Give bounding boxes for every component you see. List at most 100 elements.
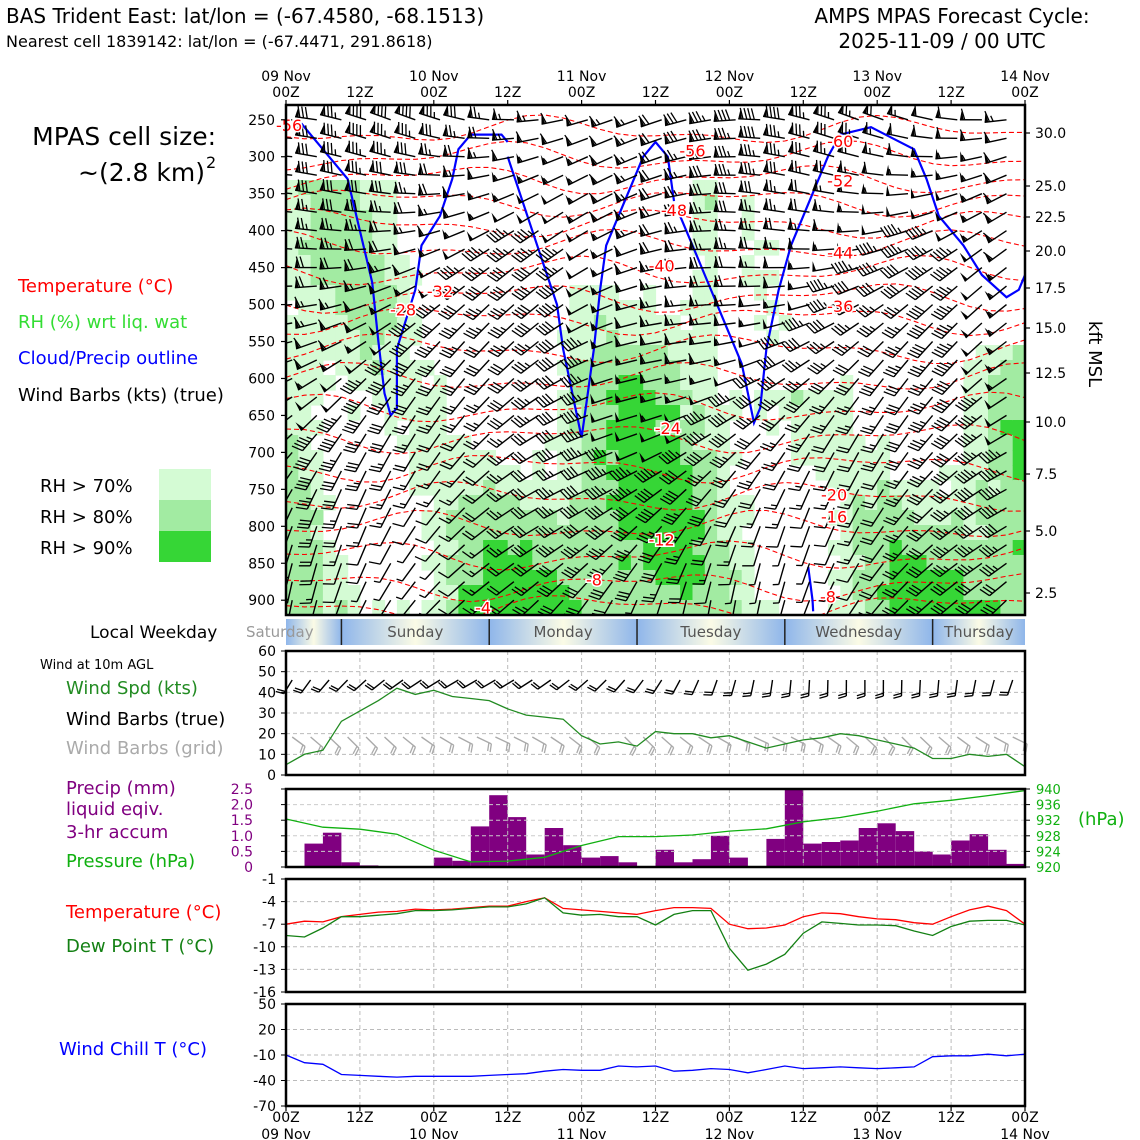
upper-wind-barb (322, 581, 343, 604)
rh-cell (495, 555, 509, 571)
cloud-outline-segment (807, 566, 815, 612)
rh-cell (569, 525, 583, 541)
windchill-ytick: 20 (258, 1023, 276, 1039)
temperature-label: -36 (827, 297, 853, 316)
rh-cell (1012, 360, 1025, 376)
rh-cell (877, 450, 891, 466)
upper-wind-barb (342, 321, 367, 334)
rh-cell (322, 600, 336, 615)
upper-wind-barb (590, 338, 613, 350)
true-wind-barb (742, 679, 755, 698)
rh-cell (372, 210, 386, 226)
upper-wind-barb (419, 562, 441, 581)
rh-cell (864, 585, 878, 601)
bottom-date-label: 14 Nov (1000, 1127, 1050, 1140)
rh-cell (988, 420, 1001, 436)
height-tick: 7.5 (1035, 467, 1057, 483)
rh-cell (988, 480, 1001, 496)
rh-cell (667, 390, 681, 406)
upper-wind-barb (565, 248, 589, 262)
rh-cell (1000, 600, 1014, 615)
bottom-date-label: 09 Nov (261, 1127, 311, 1140)
upper-wind-barb (487, 322, 515, 339)
upper-wind-barb (535, 562, 564, 578)
rh-cell (951, 540, 964, 556)
rh-cell (581, 345, 595, 361)
rh-cell (630, 495, 644, 511)
rh-cell (606, 585, 620, 601)
rh-cell (667, 585, 681, 601)
upper-wind-barb (590, 320, 613, 332)
upper-wind-barb (559, 391, 589, 406)
rh-cell (433, 465, 447, 481)
upper-wind-barb (487, 304, 515, 320)
upper-wind-barb (294, 105, 317, 121)
rh-cell (569, 585, 583, 601)
rh-cell (778, 390, 792, 406)
temperature-contours (286, 114, 1025, 615)
rh-cell (692, 225, 706, 241)
upper-wind-barb (322, 563, 343, 585)
rh-cell (310, 585, 324, 601)
upper-wind-barb (535, 266, 564, 281)
rh-cell (643, 390, 657, 406)
precip-bar (489, 795, 508, 867)
rh-cell (1012, 405, 1025, 421)
rh-cell (606, 570, 620, 586)
upper-wind-barb (535, 357, 564, 372)
rh-cell (901, 570, 915, 586)
rh-cell (286, 435, 299, 451)
upper-wind-barb (392, 433, 416, 454)
rh-cell (988, 390, 1001, 406)
rh-cell (1000, 435, 1014, 451)
rh-cell (704, 390, 718, 406)
wind-ytick: 30 (258, 706, 276, 722)
rh-cell (827, 405, 841, 421)
upper-wind-barb (559, 466, 589, 481)
temperature-contour (286, 164, 1025, 195)
rh-cell (396, 390, 410, 406)
rh-cell (557, 510, 570, 526)
top-date-label: 12 Nov (705, 69, 755, 85)
upper-wind-barb (318, 298, 342, 311)
upper-wind-barb (294, 198, 317, 213)
upper-wind-barb (344, 359, 367, 375)
rh-cell (1012, 450, 1025, 466)
rh-cell (520, 480, 533, 496)
pressure-tick: 750 (248, 482, 275, 498)
rh-cell (864, 510, 878, 526)
rh-cell (988, 405, 1001, 421)
upper-wind-barb (585, 525, 613, 541)
rh-cell (532, 465, 546, 481)
upper-wind-barb (540, 211, 564, 225)
rh-cell (335, 270, 349, 286)
upper-wind-barb (368, 220, 391, 233)
rh-cell (298, 540, 312, 556)
rh-cell (1012, 375, 1025, 391)
rh-cell (359, 345, 373, 361)
rh-cell (322, 195, 336, 211)
rh-cell (717, 510, 730, 526)
rh-cell (606, 540, 620, 556)
upper-wind-barb (388, 322, 416, 338)
upper-wind-barb (534, 448, 564, 463)
rh-cell (286, 480, 299, 496)
upper-wind-barb (589, 266, 613, 278)
rh-cell (692, 285, 706, 301)
upper-wind-barb (350, 581, 367, 603)
rh-cell (310, 540, 324, 556)
upper-wind-barb (559, 373, 589, 388)
upper-wind-barb (293, 337, 318, 350)
bottom-date-label: 12 Nov (705, 1127, 755, 1140)
rh-cell (1000, 450, 1014, 466)
upper-wind-barb (516, 110, 539, 123)
upper-wind-barb (392, 525, 416, 546)
rh-cell (286, 240, 299, 256)
rh-cell (458, 555, 472, 571)
cross-section-panel: -56 -56 -60 -48 -52 -40 -44 -32 -28 -36 -24 -20 -16 -… (248, 103, 1105, 619)
top-date-label: 10 Nov (409, 69, 459, 85)
rh-cell (606, 420, 620, 436)
upper-wind-barb (516, 153, 539, 164)
upper-wind-barb (369, 140, 391, 158)
upper-wind-barb (343, 340, 367, 354)
